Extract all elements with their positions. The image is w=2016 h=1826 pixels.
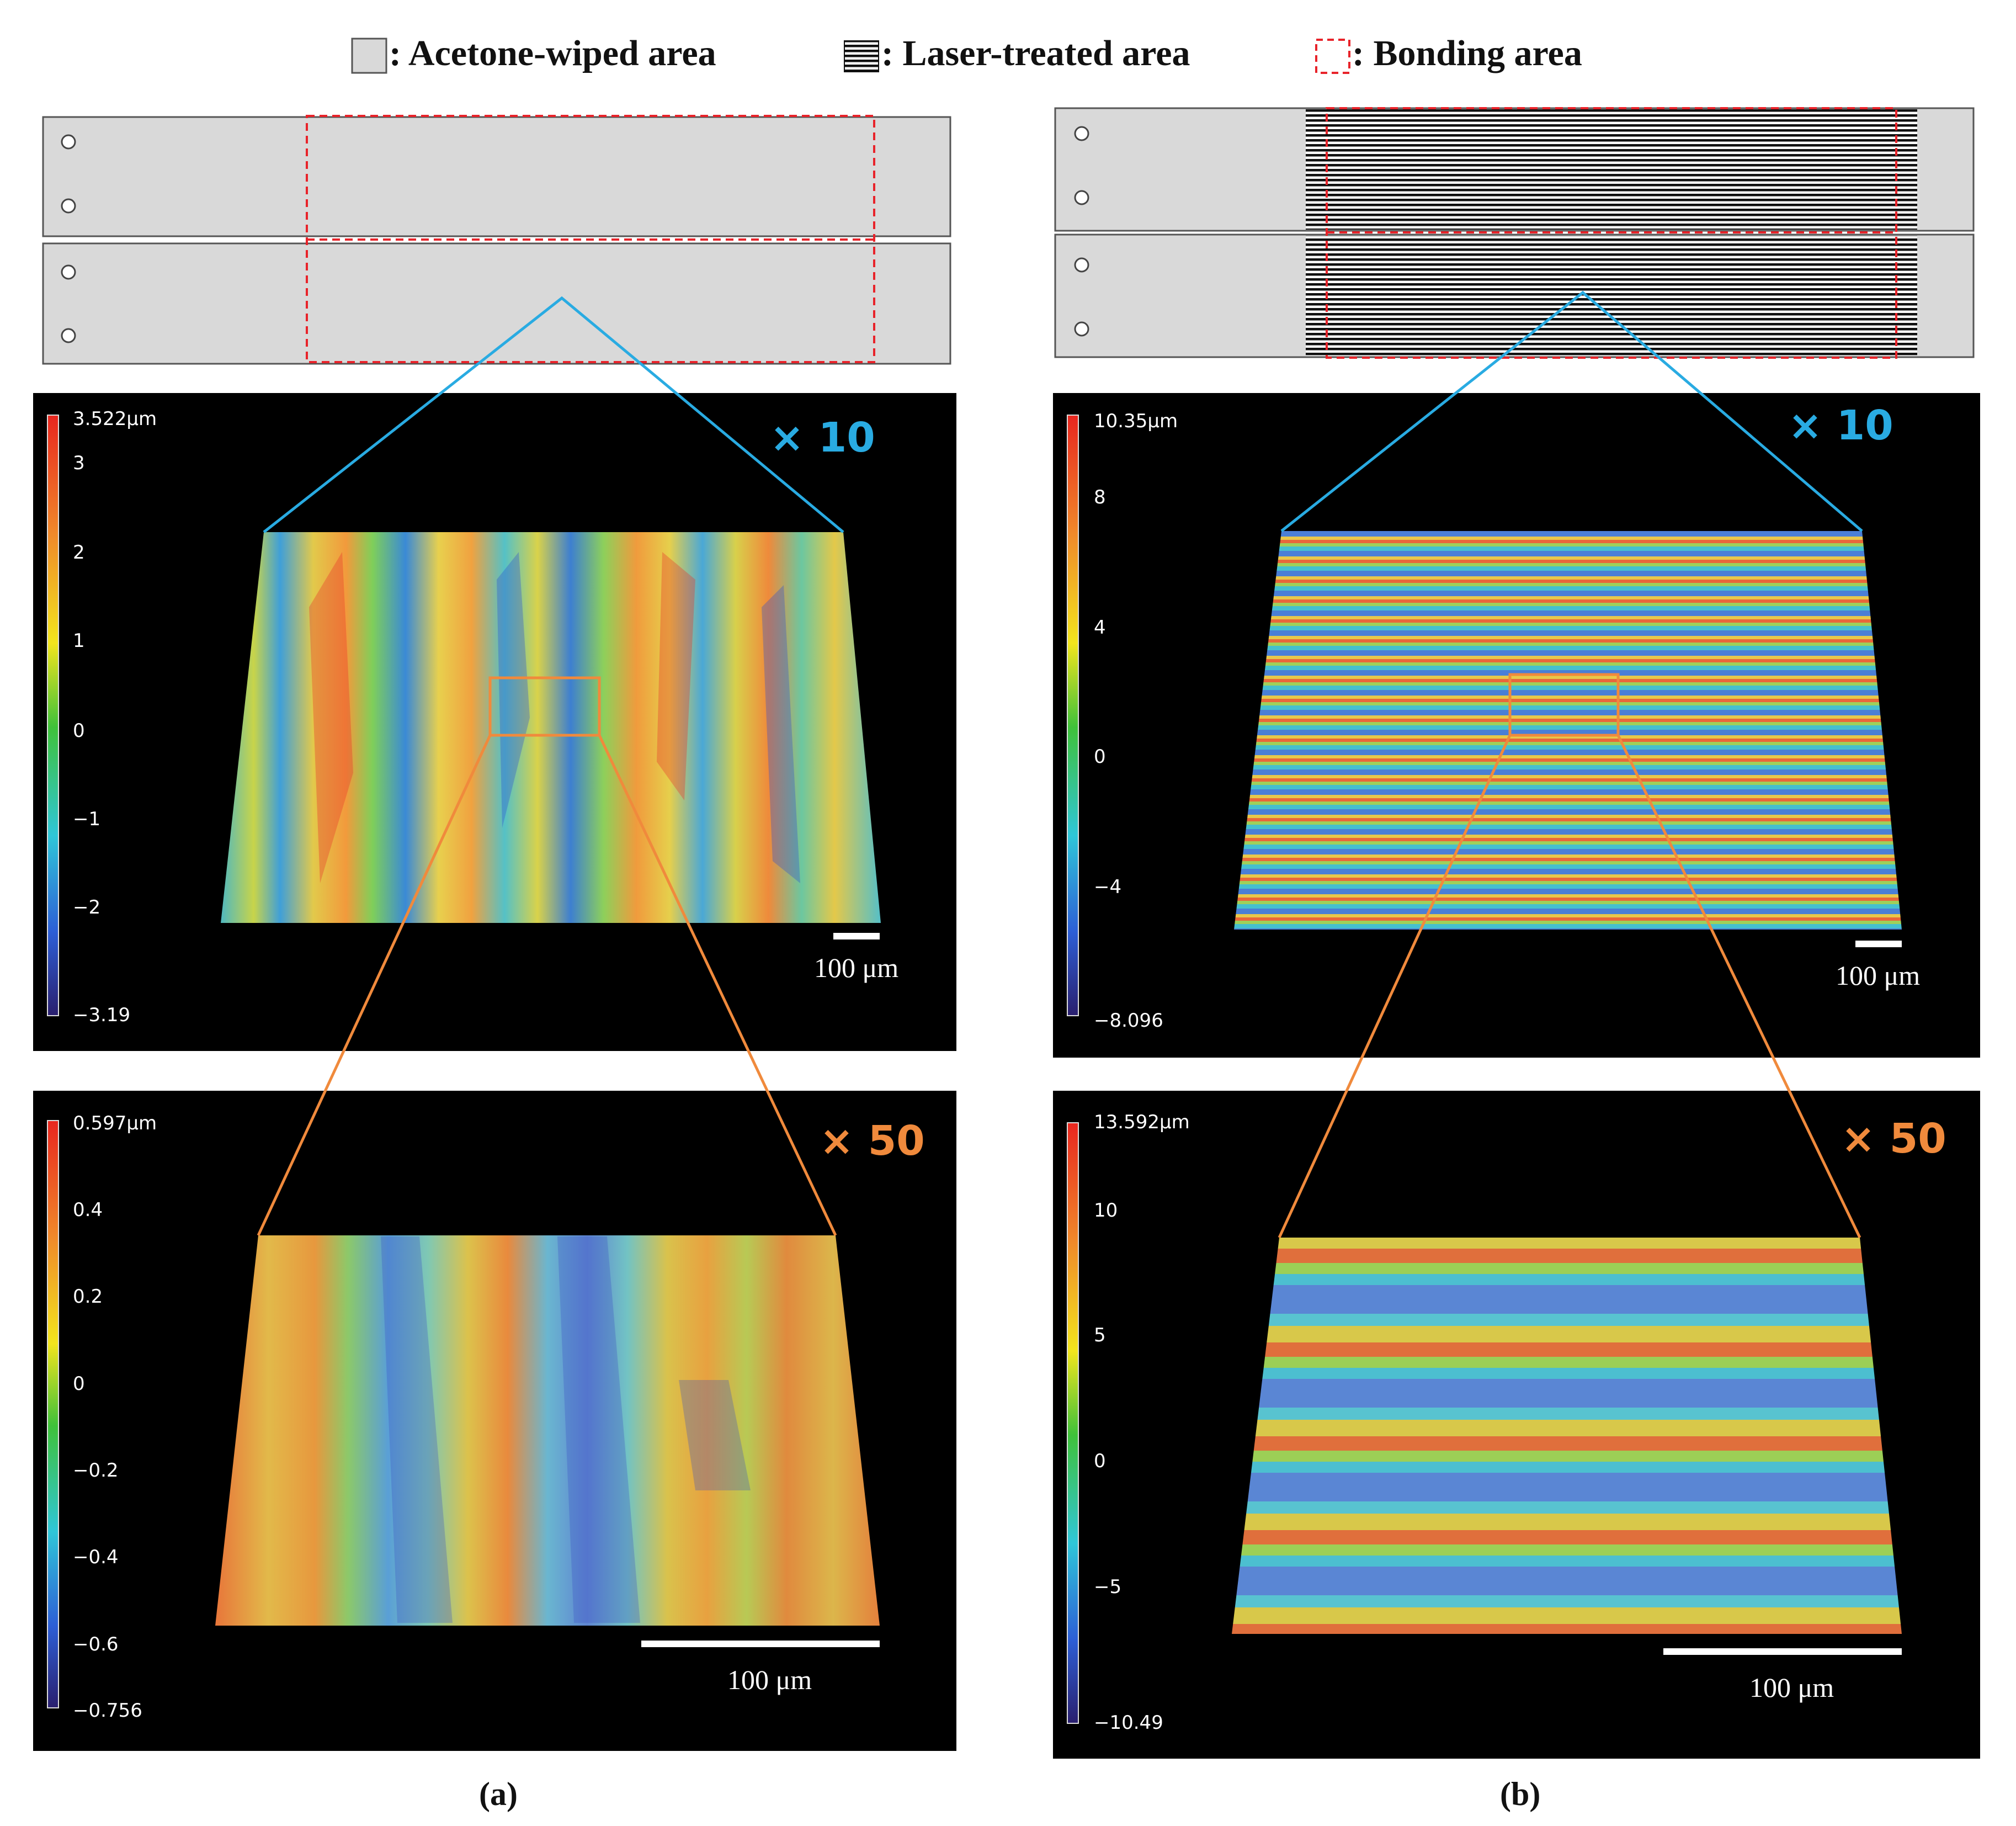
colorbar-tick-label: 2 <box>73 542 85 564</box>
colorbar <box>47 1120 59 1708</box>
colorbar-tick-label: −0.2 <box>73 1459 119 1482</box>
bolt-hole <box>1074 190 1089 205</box>
colorbar-tick-label: −0.4 <box>73 1546 119 1568</box>
colorbar-tick-label: −10.49 <box>1094 1712 1163 1734</box>
zoom-connector-x50 <box>1278 734 1861 1239</box>
legend: : Acetone-wiped area : Laser-treated are… <box>351 33 1582 74</box>
surface-map-x10 <box>221 532 881 923</box>
zoom-connector-x10 <box>263 296 844 533</box>
colorbar <box>1067 1122 1079 1724</box>
colorbar-tick-label: 3 <box>73 452 85 474</box>
colorbar-tick-label: 4 <box>1094 617 1106 639</box>
magnification-label: × 10 <box>1788 402 1893 449</box>
panel-a-map-x50: 0.597μm 0.4 0.2 0 −0.2 −0.4 −0.6 −0.756 … <box>33 1091 956 1751</box>
scale-bar-label: 100 μm <box>814 952 898 983</box>
bolt-hole <box>61 328 76 343</box>
panel-b-map-x50: 13.592μm 10 5 0 −5 −10.49 × 50 100 μm <box>1053 1091 1980 1759</box>
magnification-label: × 50 <box>820 1117 925 1165</box>
colorbar-tick-label: −8.096 <box>1094 1010 1163 1032</box>
legend-laser-label: : Laser-treated area <box>881 33 1190 73</box>
colorbar-tick-label: 0 <box>1094 746 1106 768</box>
colorbar-tick-label: −5 <box>1094 1576 1121 1598</box>
colorbar-tick-label: 1 <box>73 630 85 652</box>
specimen-top <box>42 116 951 237</box>
colorbar-tick-label: 0.4 <box>73 1199 103 1221</box>
scale-bar-label: 100 μm <box>1749 1672 1834 1703</box>
surface-map-x50 <box>1232 1238 1902 1634</box>
colorbar-tick-label: −3.19 <box>73 1004 130 1026</box>
scale-bar <box>1855 941 1902 947</box>
magnification-label: × 10 <box>770 414 875 461</box>
surface-map-x50 <box>215 1235 880 1626</box>
colorbar-tick-label: 5 <box>1094 1324 1106 1346</box>
colorbar-tick-label: 0 <box>73 1373 85 1395</box>
panel-a-specimens <box>42 115 951 365</box>
laser-treated-area <box>1306 236 1917 356</box>
scale-bar-label: 100 μm <box>727 1664 812 1695</box>
zoom-connector-x50 <box>257 734 837 1236</box>
scale-bar <box>641 1641 880 1647</box>
colorbar-tick-label: 0.2 <box>73 1286 103 1308</box>
colorbar-tick-label: −0.756 <box>73 1700 142 1722</box>
bolt-hole <box>1074 126 1089 141</box>
colorbar-tick-label: 0 <box>1094 1450 1106 1472</box>
bolt-hole <box>1074 321 1089 337</box>
surface-texture <box>309 552 800 883</box>
bolt-hole <box>61 198 76 214</box>
legend-laser-swatch <box>844 40 879 72</box>
zoom-region-x10 <box>1508 673 1620 737</box>
legend-acetone-swatch <box>351 38 387 74</box>
scale-bar <box>833 933 880 939</box>
bolt-hole <box>61 264 76 280</box>
panel-a: 3.522μm 3 2 1 0 −1 −2 −3.19 × 10 100 μm … <box>33 115 956 1812</box>
legend-bonding-label: : Bonding area <box>1352 33 1582 73</box>
panel-a-map-x10: 3.522μm 3 2 1 0 −1 −2 −3.19 × 10 100 μm <box>33 393 956 1051</box>
colorbar-tick-label: 10 <box>1094 1199 1118 1222</box>
magnification-label: × 50 <box>1841 1115 1946 1163</box>
legend-bonding-swatch <box>1315 39 1350 74</box>
panel-caption: (b) <box>1500 1776 1540 1812</box>
zoom-region-x10 <box>488 676 601 737</box>
laser-treated-area <box>1306 109 1917 230</box>
panel-b: 10.35μm 8 4 0 −4 −8.096 × 10 100 μm 13.5… <box>1053 107 1980 1812</box>
scale-bar <box>1663 1648 1902 1655</box>
colorbar-tick-label: 0 <box>73 720 85 742</box>
colorbar <box>1067 415 1079 1016</box>
colorbar-tick-label: −1 <box>73 808 100 830</box>
colorbar-tick-label: −4 <box>1094 876 1121 898</box>
legend-acetone-label: : Acetone-wiped area <box>389 33 716 73</box>
bolt-hole <box>1074 257 1089 273</box>
surface-map-x10 <box>1234 531 1902 930</box>
panel-b-specimens <box>1054 107 1975 359</box>
colorbar-tick-label: 0.597μm <box>73 1112 157 1134</box>
specimen-bottom <box>42 242 951 365</box>
colorbar-tick-label: −2 <box>73 896 100 919</box>
colorbar-tick-label: 13.592μm <box>1094 1111 1190 1133</box>
panel-caption: (a) <box>479 1776 518 1812</box>
zoom-connector-x10 <box>1280 290 1863 532</box>
panel-b-map-x10: 10.35μm 8 4 0 −4 −8.096 × 10 100 μm <box>1053 393 1980 1058</box>
colorbar-tick-label: −0.6 <box>73 1633 119 1655</box>
colorbar-tick-label: 3.522μm <box>73 408 157 430</box>
colorbar-tick-label: 10.35μm <box>1094 410 1178 432</box>
colorbar <box>47 415 59 1016</box>
bolt-hole <box>61 134 76 150</box>
colorbar-tick-label: 8 <box>1094 486 1106 508</box>
scale-bar-label: 100 μm <box>1836 960 1920 991</box>
surface-texture <box>381 1236 751 1623</box>
